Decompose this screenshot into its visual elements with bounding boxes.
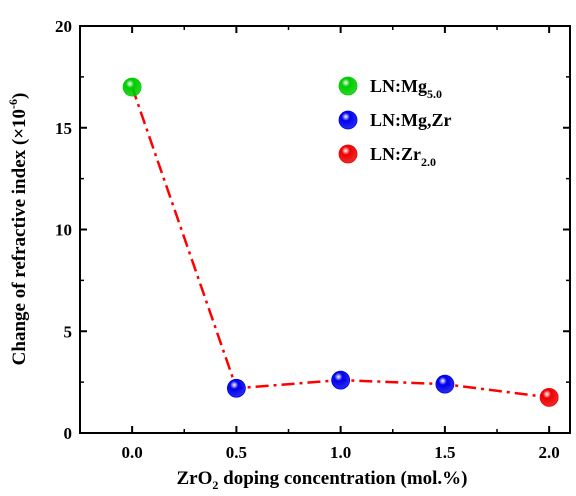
y-tick-label: 20 [55,17,72,36]
x-tick-label: 0.0 [122,443,143,462]
legend-label: LN:Mg,Zr [370,110,451,130]
y-tick-label: 5 [64,322,73,341]
axis-ticks [79,25,570,434]
x-tick-label: 0.5 [226,443,247,462]
legend: LN:Mg5.0 LN:Mg,Zr LN:Zr2.0 [338,76,451,169]
data-point [539,387,559,407]
y-tick-label: 15 [55,119,72,138]
x-tick-label: 1.5 [434,443,455,462]
legend-marker [338,76,358,96]
y-tick-label: 0 [64,424,73,443]
data-point [226,378,246,398]
data-point [435,374,455,394]
legend-marker [338,144,358,164]
data-points [122,77,559,407]
plot-frame [79,25,571,434]
legend-label: LN:Mg5.0 [370,76,442,101]
y-axis-title: Change of refractive index (×10-6) [6,93,30,366]
data-point [122,77,142,97]
x-tick-label: 2.0 [539,443,560,462]
x-tick-label: 1.0 [330,443,351,462]
axis-tick-labels: 0.0 0.5 1.0 1.5 2.0 0 5 10 15 20 [55,17,560,462]
legend-label: LN:Zr2.0 [370,144,436,169]
legend-marker [338,110,358,130]
x-axis-title: ZrO2 doping concentration (mol.%) [177,468,468,492]
data-point [331,370,351,390]
connecting-line [130,86,550,399]
y-tick-label: 10 [55,221,72,240]
